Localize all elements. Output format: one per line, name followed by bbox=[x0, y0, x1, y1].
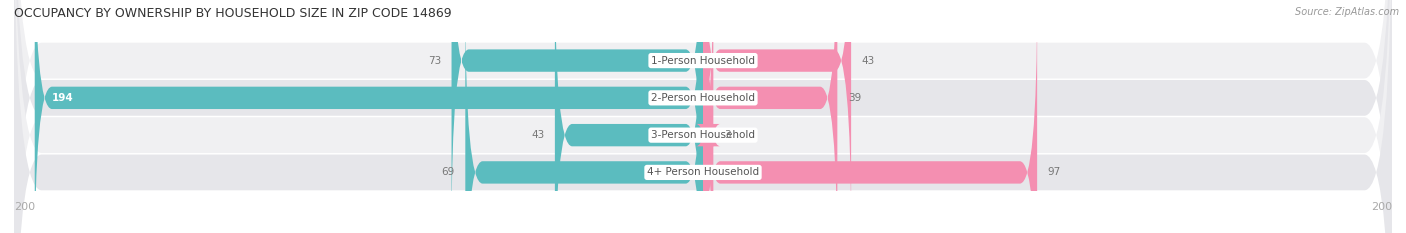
FancyBboxPatch shape bbox=[35, 0, 703, 233]
Text: 200: 200 bbox=[1371, 202, 1392, 212]
FancyBboxPatch shape bbox=[14, 0, 1392, 233]
Text: 39: 39 bbox=[848, 93, 860, 103]
FancyBboxPatch shape bbox=[703, 0, 851, 233]
FancyBboxPatch shape bbox=[703, 0, 838, 233]
Text: 3-Person Household: 3-Person Household bbox=[651, 130, 755, 140]
Text: 194: 194 bbox=[52, 93, 73, 103]
Text: 97: 97 bbox=[1047, 168, 1060, 177]
Text: OCCUPANCY BY OWNERSHIP BY HOUSEHOLD SIZE IN ZIP CODE 14869: OCCUPANCY BY OWNERSHIP BY HOUSEHOLD SIZE… bbox=[14, 7, 451, 20]
Text: 69: 69 bbox=[441, 168, 456, 177]
Text: 43: 43 bbox=[862, 56, 875, 65]
FancyBboxPatch shape bbox=[14, 0, 1392, 233]
Text: Source: ZipAtlas.com: Source: ZipAtlas.com bbox=[1295, 7, 1399, 17]
Text: 73: 73 bbox=[427, 56, 441, 65]
Text: 200: 200 bbox=[14, 202, 35, 212]
FancyBboxPatch shape bbox=[703, 0, 1038, 233]
Text: 2-Person Household: 2-Person Household bbox=[651, 93, 755, 103]
FancyBboxPatch shape bbox=[465, 0, 703, 233]
FancyBboxPatch shape bbox=[14, 0, 1392, 233]
FancyBboxPatch shape bbox=[696, 0, 720, 233]
Text: 1-Person Household: 1-Person Household bbox=[651, 56, 755, 65]
Text: 4+ Person Household: 4+ Person Household bbox=[647, 168, 759, 177]
Text: 3: 3 bbox=[724, 130, 730, 140]
Text: 43: 43 bbox=[531, 130, 544, 140]
FancyBboxPatch shape bbox=[14, 0, 1392, 233]
FancyBboxPatch shape bbox=[555, 0, 703, 233]
FancyBboxPatch shape bbox=[451, 0, 703, 233]
